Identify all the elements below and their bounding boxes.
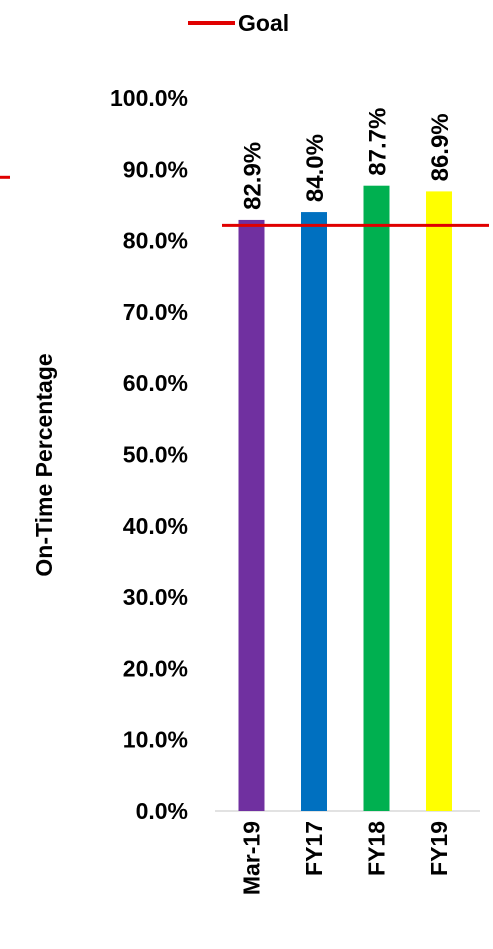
y-axis-ticks: 0.0% 10.0% 20.0% 30.0% 40.0% 50.0% 60.0% 70.0% 8… (110, 85, 188, 824)
y-tick-label: 80.0% (123, 228, 188, 254)
y-tick-label: 10.0% (123, 727, 188, 753)
y-tick-label: 60.0% (123, 370, 188, 396)
y-axis-title: On-Time Percentage (31, 353, 57, 576)
bar (238, 219, 265, 812)
category-labels: Mar-19 FY17 FY18 FY19 (239, 821, 453, 895)
y-tick-label: 100.0% (110, 85, 188, 111)
category-label: Mar-19 (239, 821, 265, 895)
bars (238, 185, 452, 812)
data-label: 87.7% (365, 108, 392, 176)
y-tick-label: 20.0% (123, 655, 188, 681)
category-label: FY17 (301, 821, 327, 876)
category-label: FY18 (364, 821, 390, 876)
bar (426, 191, 452, 811)
data-label: 84.0% (302, 134, 329, 202)
data-label: 86.9% (427, 113, 454, 181)
y-tick-label: 90.0% (123, 156, 188, 182)
y-tick-label: 40.0% (123, 513, 188, 539)
y-tick-label: 0.0% (136, 798, 188, 824)
bar (363, 185, 390, 812)
y-axis-title-group: On-Time Percentage (31, 353, 57, 576)
legend-goal-label: Goal (238, 10, 289, 36)
y-tick-label: 50.0% (123, 442, 188, 468)
y-tick-label: 70.0% (123, 299, 188, 325)
y-tick-label: 30.0% (123, 584, 188, 610)
data-labels: 82.9% 84.0% 87.7% 86.9% (240, 108, 455, 210)
bar (301, 212, 327, 811)
data-label: 82.9% (240, 142, 267, 210)
legend: Goal (188, 10, 289, 36)
category-label: FY19 (426, 821, 452, 876)
